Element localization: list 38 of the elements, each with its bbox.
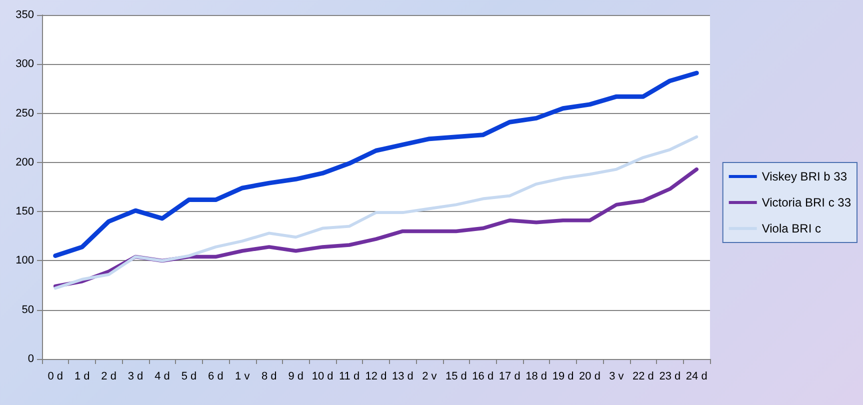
x-tick-label: 1 d [74,370,90,382]
x-tick-label: 5 d [181,370,197,382]
x-tick-label: 17 d [498,370,520,382]
x-tick-label: 3 v [609,370,624,382]
x-tick-label: 20 d [579,370,600,382]
line-series [53,70,699,258]
legend-label: Viskey BRI b 33 [762,170,848,184]
x-tick-label: 8 d [261,370,277,382]
x-tick-label: 1 v [235,370,250,382]
x-tick-label: 4 d [154,370,170,382]
x-tick-label: 18 d [526,370,548,382]
y-tick-label: 100 [16,254,34,267]
x-tick-label: 16 d [472,370,494,382]
x-tick-label: 13 d [392,370,414,382]
x-tick-label: 19 d [552,370,574,382]
legend-label: Viola BRI c [762,222,821,236]
x-tick-label: 3 d [128,370,144,382]
y-tick-label: 250 [16,107,34,120]
line-series [54,135,698,290]
y-tick-label: 50 [22,304,34,316]
x-tick-label: 15 d [445,370,467,382]
legend-label: Victoria BRI c 33 [762,196,852,210]
y-tick-label: 350 [16,9,34,21]
x-tick-label: 22 d [632,370,654,382]
x-tick-label: 2 d [101,370,116,382]
x-tick-label: 11 d [338,370,360,382]
x-tick-label: 10 d [312,370,334,382]
x-tick-label: 23 d [659,370,681,382]
y-tick-label: 200 [16,156,34,168]
x-tick-label: 12 d [365,370,387,382]
x-tick-label: 2 v [422,370,438,382]
y-tick-label: 150 [16,206,34,218]
x-tick-label: 0 d [48,370,64,382]
y-tick-label: 300 [16,58,34,70]
x-tick-label: 24 d [686,370,708,382]
x-tick-label: 9 d [288,370,304,382]
y-tick-label: 0 [28,353,34,365]
x-tick-label: 6 d [208,370,224,382]
